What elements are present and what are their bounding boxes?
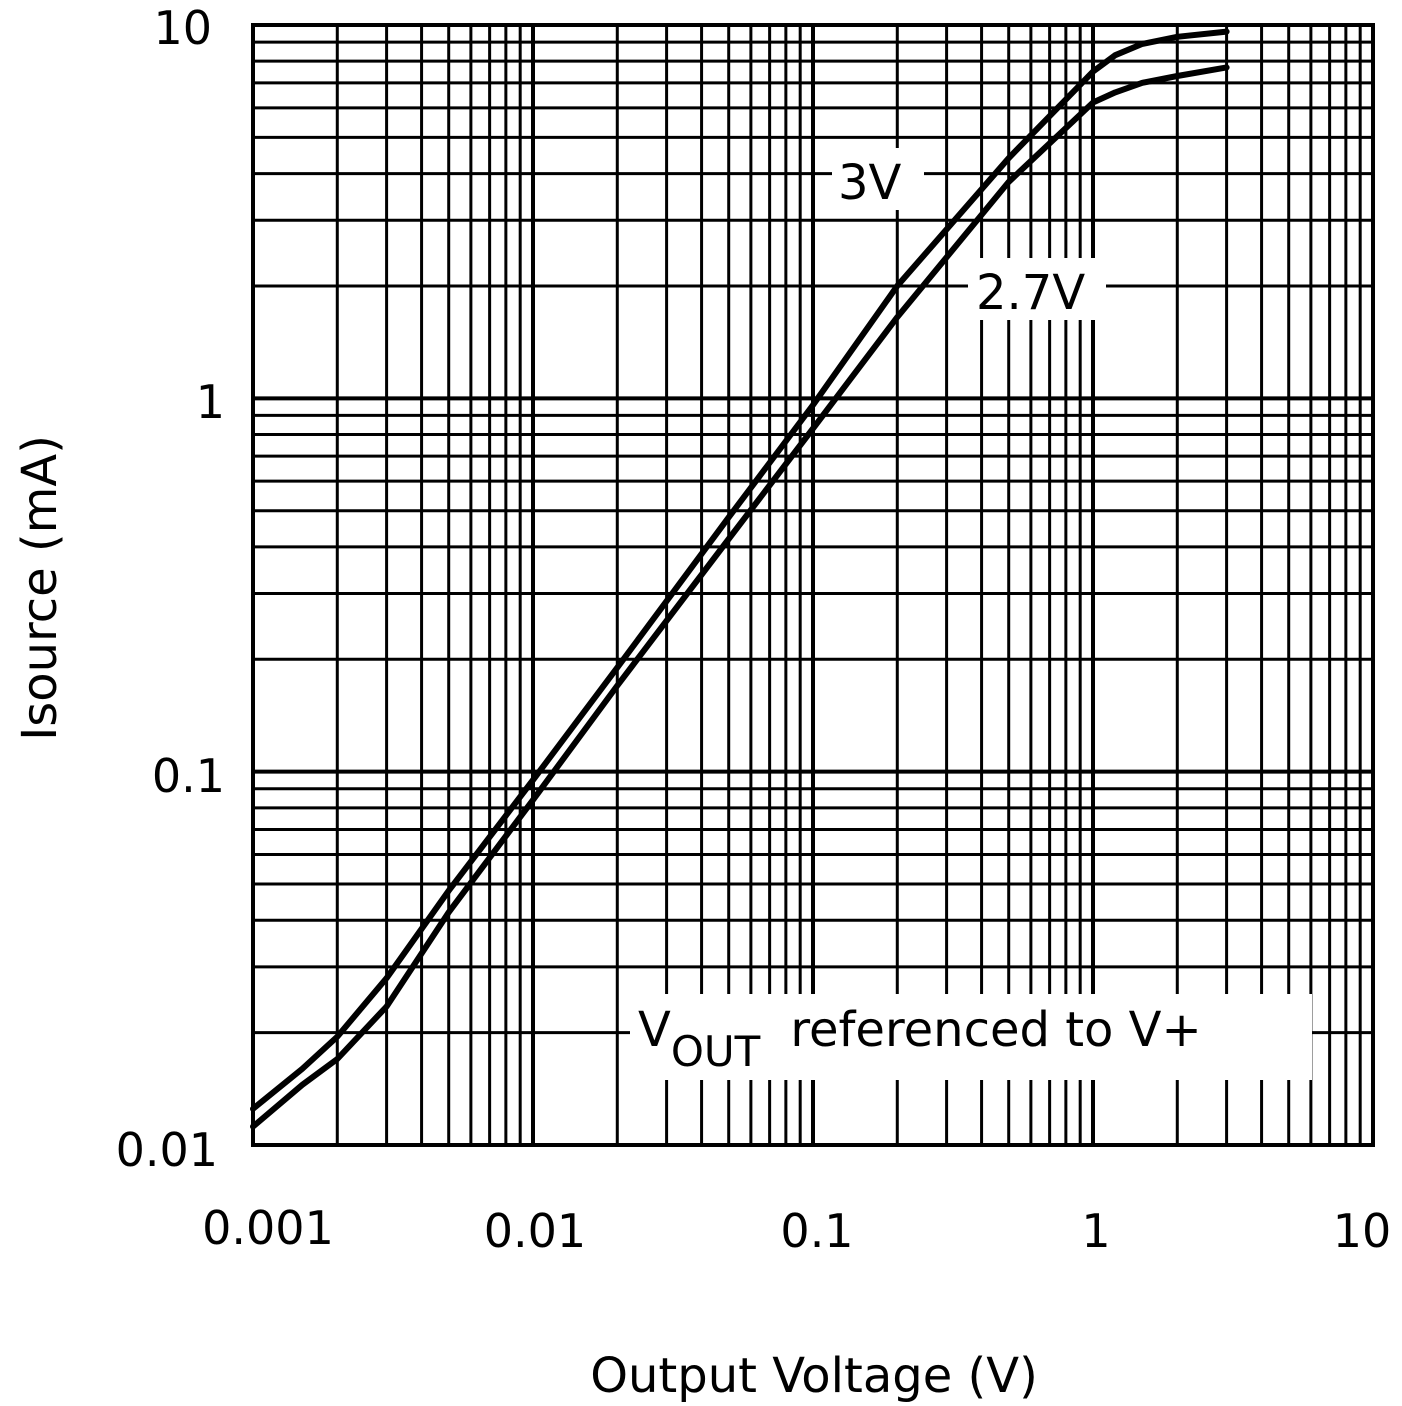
label-27v-background [968, 258, 1106, 320]
y-tick-label: 1 [196, 375, 225, 429]
x-tick-label: 1 [1081, 1204, 1110, 1258]
y-axis-label: Isource (mA) [12, 435, 68, 741]
y-tick-label: 0.01 [116, 1123, 218, 1177]
x-tick-label: 0.01 [484, 1204, 586, 1258]
series-label-27v: 2.7V [976, 265, 1085, 321]
vout-v: V [638, 1002, 671, 1058]
x-axis-label: Output Voltage (V) [590, 1348, 1038, 1404]
series-line-3v [250, 28, 1230, 1112]
x-tick-label: 10 [1333, 1204, 1392, 1258]
x-tick-label: 0.1 [780, 1204, 853, 1258]
vout-rest: referenced to V+ [790, 1002, 1201, 1058]
y-tick-label: 10 [153, 1, 212, 55]
series-group [250, 28, 1230, 1130]
x-tick-label: 0.001 [202, 1201, 334, 1255]
plot-frame [251, 23, 1375, 1147]
vout-annotation-background [630, 994, 1312, 1080]
vout-subscript: OUT [671, 1027, 761, 1076]
label-3v-background [832, 148, 924, 210]
vout-annotation: VOUT referenced to V+ [638, 1002, 1202, 1076]
series-line-2-7v [250, 64, 1230, 1130]
series-label-3v: 3V [838, 155, 902, 211]
grid [251, 25, 1373, 1147]
y-tick-label: 0.1 [152, 749, 225, 803]
